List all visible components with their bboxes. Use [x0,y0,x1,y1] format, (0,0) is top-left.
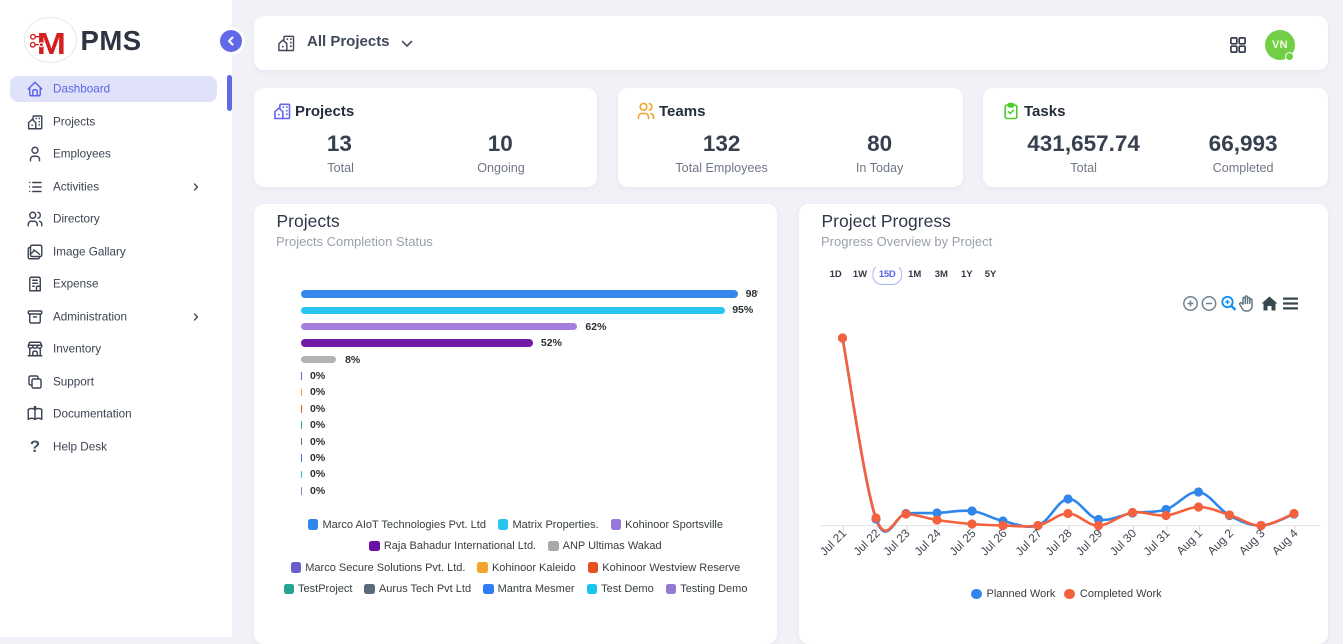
svg-text:Jul 29: Jul 29 [1073,526,1105,558]
svg-text:Aug 3: Aug 3 [1236,526,1268,558]
svg-text:Jul 25: Jul 25 [946,526,978,558]
svg-text:Jul 31: Jul 31 [1140,526,1172,558]
svg-text:Jul 21: Jul 21 [817,526,849,558]
svg-text:Jul 27: Jul 27 [1012,526,1044,558]
svg-text:Jul 30: Jul 30 [1107,526,1139,558]
svg-text:M: M [37,27,66,62]
svg-text:Aug 4: Aug 4 [1269,526,1301,558]
svg-text:Jul 26: Jul 26 [977,526,1009,558]
svg-text:Jul 22: Jul 22 [850,526,882,558]
svg-text:Aug 2: Aug 2 [1204,526,1236,558]
svg-text:Jul 24: Jul 24 [911,526,943,558]
svg-text:Jul 28: Jul 28 [1042,526,1074,558]
svg-text:Aug 1: Aug 1 [1173,526,1205,558]
